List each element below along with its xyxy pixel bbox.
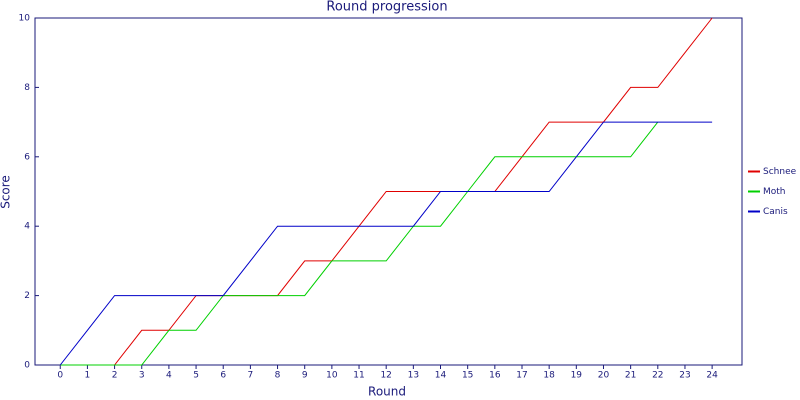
y-tick-label: 0 (24, 361, 30, 371)
x-tick-label: 16 (489, 371, 501, 381)
y-tick-label: 10 (19, 14, 31, 24)
x-tick-label: 7 (248, 371, 254, 381)
x-tick-label: 8 (275, 371, 281, 381)
x-tick-label: 13 (408, 371, 419, 381)
x-tick-label: 12 (380, 371, 391, 381)
x-tick-label: 22 (652, 371, 663, 381)
x-tick-label: 15 (462, 371, 473, 381)
legend-label: Moth (763, 187, 786, 197)
x-tick-label: 21 (625, 371, 636, 381)
chart-title: Round progression (326, 0, 447, 15)
x-tick-label: 23 (679, 371, 690, 381)
y-tick-label: 4 (24, 222, 30, 232)
x-tick-label: 19 (571, 371, 583, 381)
x-tick-label: 14 (435, 371, 447, 381)
x-tick-label: 6 (220, 371, 226, 381)
x-tick-label: 18 (543, 371, 555, 381)
series-line (59, 121, 713, 366)
series-line (60, 17, 713, 366)
x-tick-label: 17 (516, 371, 527, 381)
y-tick-label: 2 (24, 291, 30, 301)
x-axis-label: Round (368, 385, 406, 399)
plot-frame (34, 17, 743, 366)
x-tick-label: 24 (706, 371, 718, 381)
y-tick-label: 8 (24, 83, 30, 93)
x-tick-label: 5 (193, 371, 199, 381)
x-tick-label: 1 (85, 371, 91, 381)
x-tick-label: 10 (326, 371, 338, 381)
x-tick-label: 2 (112, 371, 118, 381)
legend-label: Schnee (763, 167, 797, 177)
x-tick-label: 4 (166, 371, 172, 381)
y-tick-label: 6 (24, 152, 30, 162)
x-tick-label: 11 (353, 371, 364, 381)
series-line (60, 121, 659, 366)
x-tick-label: 0 (57, 371, 63, 381)
x-tick-label: 9 (302, 371, 308, 381)
x-tick-label: 3 (139, 371, 145, 381)
legend-label: Canis (763, 207, 788, 217)
x-tick-label: 20 (598, 371, 610, 381)
y-axis-label: Score (0, 175, 13, 209)
